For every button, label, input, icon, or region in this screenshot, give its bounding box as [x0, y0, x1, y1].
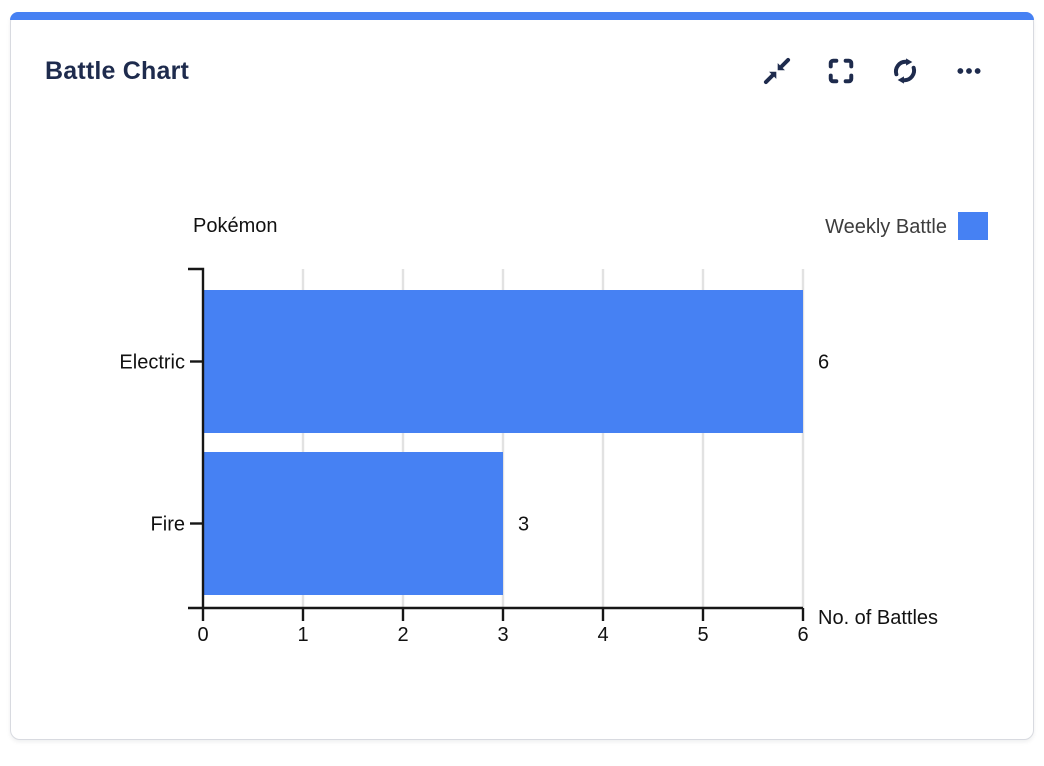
fullscreen-button[interactable] — [821, 51, 861, 91]
ellipsis-icon — [957, 68, 981, 74]
page-title: Battle Chart — [45, 57, 190, 85]
legend-swatch[interactable] — [958, 212, 988, 240]
fullscreen-brackets-icon — [828, 58, 854, 84]
collapse-arrows-icon — [763, 57, 791, 85]
more-options-button[interactable] — [949, 51, 989, 91]
refresh-button[interactable] — [885, 51, 925, 91]
bar-electric[interactable] — [203, 290, 803, 433]
refresh-icon — [893, 58, 917, 84]
collapse-button[interactable] — [757, 51, 797, 91]
card-toolbar — [757, 51, 989, 91]
legend-label[interactable]: Weekly Battle — [825, 216, 947, 238]
bar-fire[interactable] — [203, 452, 503, 595]
card-accent-bar — [10, 12, 1034, 20]
